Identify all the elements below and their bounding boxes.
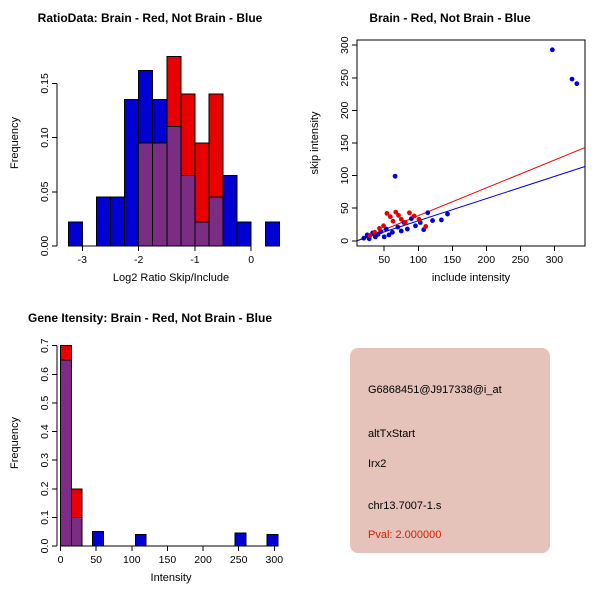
- svg-text:0: 0: [248, 254, 254, 266]
- svg-text:100: 100: [123, 554, 141, 566]
- svg-text:300: 300: [339, 36, 351, 54]
- svg-text:50: 50: [90, 554, 102, 566]
- genomic-location: chr13.7007-1.s: [368, 500, 442, 512]
- svg-text:0.05: 0.05: [39, 181, 51, 202]
- svg-text:150: 150: [444, 254, 462, 266]
- gene-intensity-histogram-ylabel: Frequency: [9, 417, 21, 469]
- gene-intensity-histogram-title: Gene Itensity: Brain - Red, Not Brain - …: [27, 311, 273, 325]
- ratio-histogram-ylabel: Frequency: [9, 117, 21, 169]
- svg-text:200: 200: [339, 101, 351, 119]
- svg-text:250: 250: [339, 69, 351, 87]
- svg-text:100: 100: [409, 254, 427, 266]
- probe-id: G6868451@J917338@i_at: [368, 384, 502, 396]
- ratio-histogram-panel: -3 -2 -1 0 0.00 0.05 0.10 0.15 RatioData: Brain…: [0, 0, 300, 300]
- gene-name: Irx2: [368, 458, 387, 470]
- svg-text:0.5: 0.5: [39, 395, 51, 410]
- gene-intensity-histogram-plot: 0 50 100 150 200 250 300 0.0 0.1 0.2 0.3 0.4 0.5 0.6 0…: [39, 338, 284, 566]
- svg-text:0.2: 0.2: [39, 481, 51, 496]
- ratio-histogram-xlabel: Log2 Ratio Skip/Include: [112, 272, 230, 284]
- intensity-scatter-ylabel: skip intensity: [309, 111, 321, 175]
- svg-text:0.3: 0.3: [39, 453, 51, 468]
- intensity-scatter-title: Brain - Red, Not Brain - Blue: [369, 11, 531, 25]
- intensity-scatter-panel: 50 100 150 200 250 300 0 50 100 150 200 250 300 Brai…: [300, 0, 600, 300]
- gene-intensity-histogram-xlabel: Intensity: [150, 572, 192, 584]
- svg-text:0.7: 0.7: [39, 338, 51, 353]
- svg-text:200: 200: [478, 254, 496, 266]
- event-type: altTxStart: [368, 428, 416, 440]
- svg-text:-1: -1: [190, 254, 199, 266]
- svg-text:0: 0: [58, 554, 64, 566]
- gene-info-panel: G6868451@J917338@i_at altTxStart Irx2 ch…: [350, 348, 550, 553]
- svg-text:200: 200: [194, 554, 212, 566]
- svg-text:150: 150: [159, 554, 177, 566]
- svg-text:0.4: 0.4: [39, 424, 51, 439]
- svg-text:250: 250: [230, 554, 248, 566]
- svg-text:250: 250: [512, 254, 530, 266]
- svg-text:0.6: 0.6: [39, 367, 51, 382]
- svg-text:0: 0: [339, 238, 351, 244]
- svg-text:-3: -3: [78, 254, 87, 266]
- svg-text:0.10: 0.10: [39, 127, 51, 148]
- ratio-histogram-plot: -3 -2 -1 0 0.00 0.05 0.10 0.15: [39, 55, 280, 266]
- svg-text:50: 50: [339, 202, 351, 214]
- svg-text:50: 50: [378, 254, 390, 266]
- svg-text:0.0: 0.0: [39, 539, 51, 554]
- gene-intensity-histogram-panel: 0 50 100 150 200 250 300 0.0 0.1 0.2 0.3 0.4 0.5 0.6 0…: [0, 300, 300, 600]
- ratio-histogram-title: RatioData: Brain - Red, Not Brain - Blue: [37, 11, 263, 25]
- svg-text:-2: -2: [134, 254, 143, 266]
- svg-text:150: 150: [339, 134, 351, 152]
- svg-text:300: 300: [266, 554, 284, 566]
- svg-text:100: 100: [339, 167, 351, 185]
- svg-text:0.00: 0.00: [39, 236, 51, 257]
- pval-text: Pval: 2.000000: [368, 529, 442, 541]
- intensity-scatter-plot: 50 100 150 200 250 300 0 50 100 150 200 250 300: [339, 36, 586, 266]
- intensity-scatter-xlabel: include intensity: [431, 272, 511, 284]
- svg-text:0.15: 0.15: [39, 73, 51, 94]
- svg-text:300: 300: [546, 254, 564, 266]
- svg-text:0.1: 0.1: [39, 510, 51, 525]
